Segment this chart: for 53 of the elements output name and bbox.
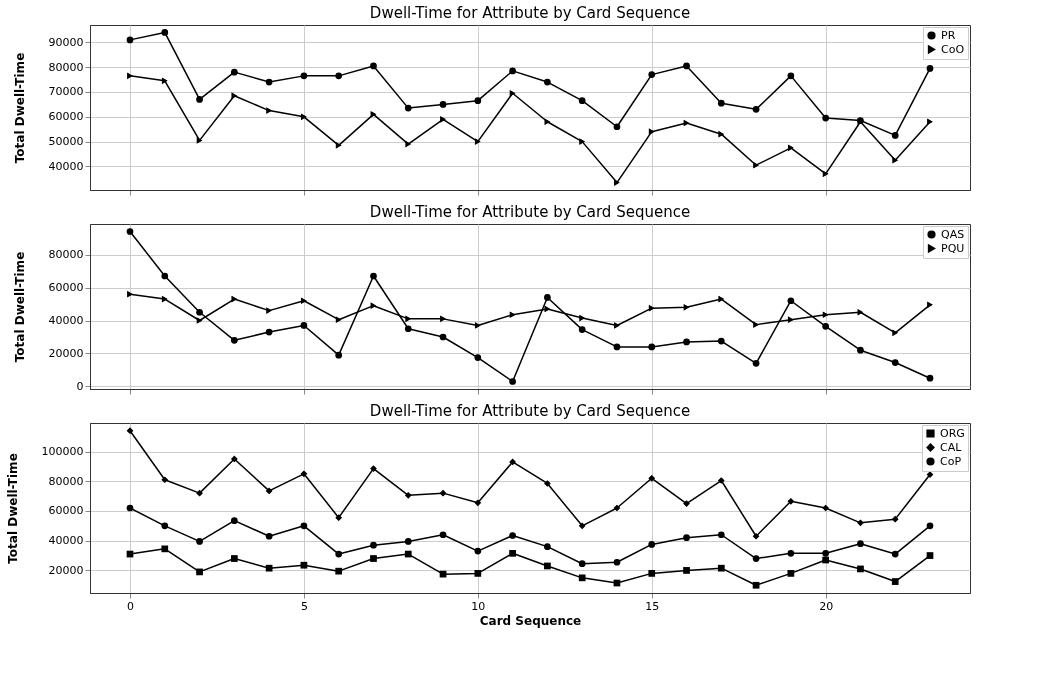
point xyxy=(544,294,551,301)
y-tick-label: 80000 xyxy=(48,248,84,262)
y-tick-label: 40000 xyxy=(48,159,84,173)
legend-label: ORG xyxy=(940,426,965,440)
y-tick-label: 70000 xyxy=(48,85,84,99)
x-tick-label: 0 xyxy=(127,599,134,613)
y-tick-label: 20000 xyxy=(48,346,84,360)
x-axis-title: Card Sequence xyxy=(479,613,582,628)
point xyxy=(683,500,690,507)
point xyxy=(370,555,377,562)
y-axis-title: Total Dwell-Time xyxy=(12,52,27,164)
chart-title: Dwell-Time for Attribute by Card Sequence xyxy=(369,4,691,22)
point xyxy=(614,179,620,186)
point xyxy=(230,555,238,562)
y-tick-label: 80000 xyxy=(48,474,84,488)
chart-title: Dwell-Time for Attribute by Card Sequence xyxy=(369,203,691,221)
y-tick-label: 60000 xyxy=(48,504,84,518)
legend-label: CoP xyxy=(940,454,962,468)
point xyxy=(509,378,516,385)
legend-label: CAL xyxy=(940,440,963,454)
point xyxy=(822,549,830,557)
x-tick-label: 5 xyxy=(300,599,308,613)
y-axis-title: Total Dwell-Time xyxy=(5,453,20,564)
point xyxy=(753,321,759,328)
legend-label: CoO xyxy=(941,42,965,56)
chart-title: Dwell-Time for Attribute by Card Sequence xyxy=(369,402,691,420)
legend-label: PR xyxy=(941,28,956,42)
y-tick-label: 0 xyxy=(76,379,84,393)
point xyxy=(683,567,690,574)
y-tick-label: 40000 xyxy=(48,534,84,548)
point xyxy=(509,532,516,539)
x-tick-label: 20 xyxy=(819,599,834,613)
y-tick-label: 100000 xyxy=(41,445,84,459)
y-tick-label: 50000 xyxy=(48,135,84,149)
y-tick-label: 20000 xyxy=(48,563,84,577)
y-tick-label: 40000 xyxy=(48,314,84,328)
point xyxy=(196,538,203,545)
y-tick-label: 80000 xyxy=(48,60,84,74)
point xyxy=(857,540,864,548)
x-tick-label: 15 xyxy=(645,599,660,613)
point xyxy=(614,322,620,329)
y-tick-label: 60000 xyxy=(48,110,84,124)
x-tick-label: 10 xyxy=(471,599,486,613)
y-tick-label: 60000 xyxy=(48,281,84,295)
point xyxy=(230,517,238,524)
point xyxy=(544,480,551,487)
legend-label: PQU xyxy=(941,241,965,255)
point xyxy=(544,543,551,550)
legend-label: QAS xyxy=(941,227,965,241)
point xyxy=(370,465,377,472)
y-tick-label: 90000 xyxy=(48,35,84,49)
point xyxy=(196,96,203,103)
y-axis-title: Total Dwell-Time xyxy=(12,251,27,363)
